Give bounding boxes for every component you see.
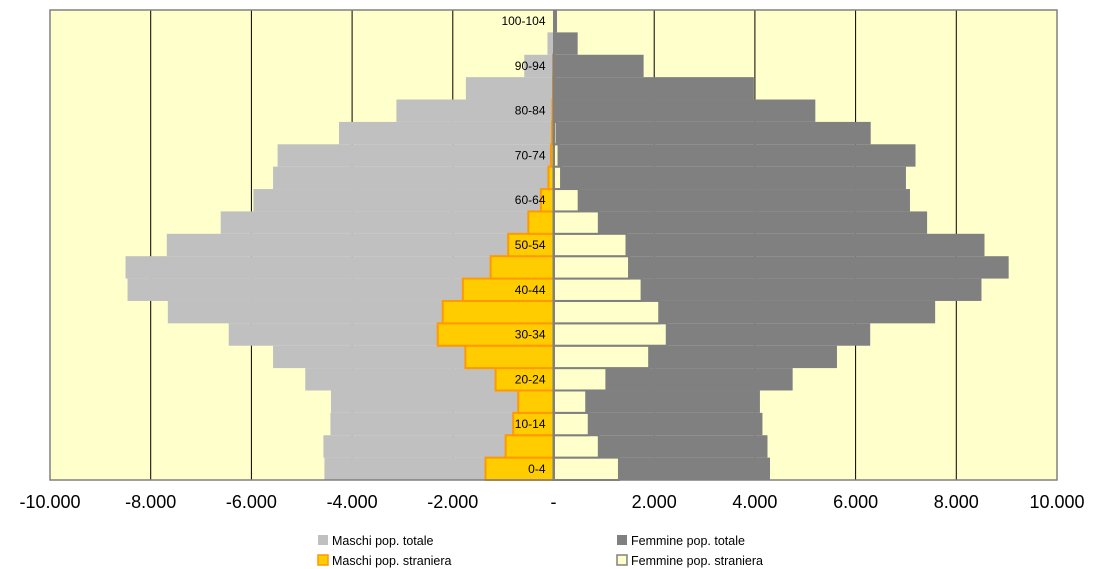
bar-maschi-straniera [517,389,555,414]
category-label: 100-104 [501,14,545,28]
bar-femmine-straniera [552,411,590,437]
bar-femmine-totale [553,368,793,391]
bar-femmine-straniera [552,299,661,325]
legend-swatch [317,554,329,566]
bar-femmine-totale [553,99,816,122]
bar-maschi-totale [305,368,554,391]
category-label: 90-94 [515,59,546,73]
bar-maschi-totale [547,32,554,55]
x-axis-ticks: -10.000 -8.000 -6.000 -4.000 -2.000-2.000 4.0… [19,492,1084,512]
bar-femmine-totale [553,412,763,436]
bar-femmine-totale [553,233,985,257]
bar-maschi-totale [220,211,554,234]
x-tick-label: 4.000 [732,492,777,512]
category-label: 30-34 [515,328,546,342]
bar-maschi-totale [330,412,554,436]
bar-maschi-totale [273,166,554,190]
legend-swatch [616,554,628,566]
bar-maschi-totale [330,390,554,413]
x-tick-label: -10.000 [19,492,80,512]
bar-maschi-straniera [441,299,555,325]
bar-maschi-totale [323,435,554,458]
bar-femmine-straniera [552,434,600,459]
category-label: 20-24 [515,372,546,386]
bar-femmine-straniera [552,210,600,235]
legend-label: Maschi pop. straniera [332,554,452,568]
bar-maschi-totale [339,121,554,145]
bar-femmine-totale [553,144,916,167]
bar-maschi-totale [277,144,554,167]
x-tick-label: -2.000 [427,492,478,512]
bar-femmine-totale [553,166,906,190]
category-label: 40-44 [515,283,546,297]
bar-femmine-straniera [552,367,608,392]
legend-label: Maschi pop. totale [332,534,433,548]
bar-maschi-totale [524,54,554,78]
bar-femmine-straniera [552,188,580,213]
bar-maschi-totale [253,189,554,212]
x-tick-label: -6.000 [226,492,277,512]
bar-femmine-totale [553,256,1009,279]
bar-femmine-totale [553,189,910,212]
bar-femmine-totale [553,211,928,234]
bar-femmine-straniera [552,322,668,347]
category-label: 10-14 [515,417,546,431]
x-tick-label: 6.000 [833,492,878,512]
category-labels: 0-4 10-14 20-24 30-34 40-44 50-54 60-64 70-74 80… [501,14,545,476]
plot-border [49,9,1058,481]
legend-swatch [617,535,627,545]
bar-maschi-totale [465,77,554,100]
x-tick-label: 2.000 [632,492,677,512]
bar-maschi-totale [166,233,554,257]
bar-femmine-totale [553,54,644,78]
bar-femmine-straniera [552,344,651,370]
category-label: 70-74 [515,148,546,162]
x-tick-label: 10.000 [1029,492,1084,512]
bar-femmine-totale [553,390,760,413]
bar-femmine-straniera [552,456,620,482]
bar-maschi-straniera [504,434,555,459]
bar-femmine-straniera [552,232,628,258]
bar-femmine-totale [553,32,578,55]
category-label: 60-64 [515,193,546,207]
bar-femmine-totale [553,77,754,100]
bar-maschi-straniera [464,344,555,370]
bar-maschi-totale [127,278,554,301]
x-tick-label: -4.000 [327,492,378,512]
bar-femmine-straniera [552,389,588,414]
legend: Maschi pop. totale Femmine pop. totale Mas… [317,534,763,568]
category-label: 0-4 [528,462,546,476]
bar-maschi-straniera [489,255,555,280]
bar-femmine-totale [553,10,558,33]
bar-maschi-straniera [527,210,555,235]
legend-label: Femmine pop. totale [631,534,745,548]
x-tick-label: - [551,492,557,512]
bar-femmine-totale [553,278,982,301]
bar-maschi-totale [396,99,554,122]
category-label: 50-54 [515,238,546,252]
bar-femmine-straniera [552,255,631,280]
bar-maschi-totale [125,256,554,279]
bar-femmine-straniera [552,277,643,302]
bar-femmine-totale [553,121,871,145]
x-tick-label: 8.000 [934,492,979,512]
total-population-bars [125,10,1009,480]
x-tick-label: -8.000 [125,492,176,512]
bar-femmine-totale [553,435,768,458]
legend-label: Femmine pop. straniera [631,554,763,568]
legend-swatch [318,535,328,545]
category-label: 80-84 [515,104,546,118]
